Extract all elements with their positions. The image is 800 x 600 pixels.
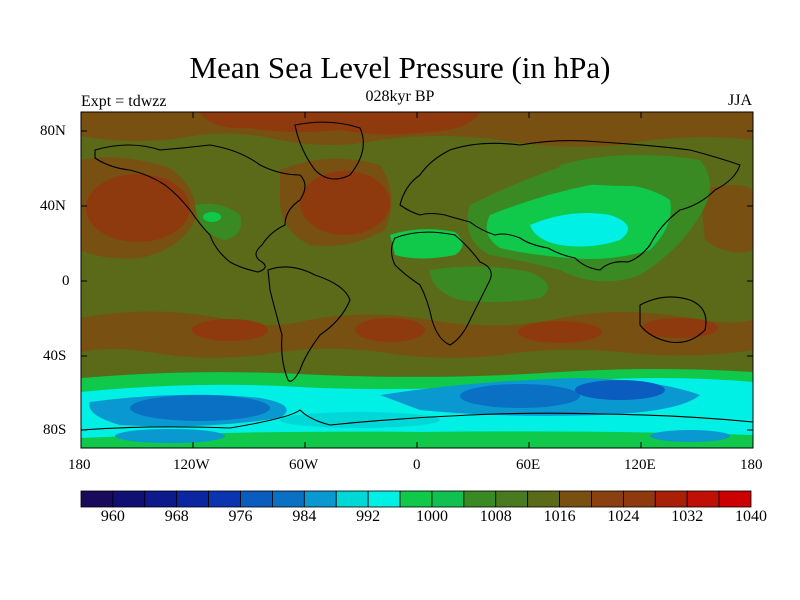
siberia-green (560, 155, 683, 186)
lon-tick-label: 180 (740, 457, 763, 473)
colorbar-label: 960 (100, 508, 125, 525)
colorbar-swatch (112, 490, 146, 508)
axis-ticks (81, 112, 753, 448)
colorbar-swatch (686, 490, 720, 508)
colorbar-label: 984 (292, 508, 317, 525)
antarctica-green (81, 431, 753, 448)
colorbar-swatch (144, 490, 178, 508)
lat-tick-label: 80S (43, 422, 67, 438)
colorbar-swatch (527, 490, 560, 508)
s-pacific-high-core (192, 319, 268, 341)
lon-tick-label: 180 (68, 457, 91, 473)
east-pacific-high (700, 185, 753, 253)
colorbar-label: 968 (164, 508, 189, 525)
antarctica-blue-patch (115, 429, 225, 443)
colorbar-label: 1024 (607, 508, 640, 525)
lon-tick-label: 60W (289, 457, 319, 473)
colorbar-swatch (431, 490, 465, 508)
colorbar-label: 1008 (479, 508, 512, 525)
lon-tick-label: 0 (413, 457, 421, 473)
colorbar-label: 1000 (415, 508, 448, 525)
n-pacific-high-core (86, 174, 190, 242)
colorbar-swatch (495, 490, 529, 508)
colorbar-swatch (303, 490, 337, 508)
colorbar-swatch (399, 490, 433, 508)
n-atlantic-high-core (300, 171, 390, 235)
colorbar-label: 1016 (543, 508, 576, 525)
colorbar (80, 490, 752, 508)
antarctica-blue-patch2 (650, 430, 730, 442)
colorbar-swatch (654, 490, 688, 508)
coast-greenland (294, 121, 364, 180)
colorbar-label: 1032 (671, 508, 704, 525)
coast-australia (639, 296, 707, 344)
colorbar-swatch (463, 490, 497, 508)
colorbar-swatch (208, 490, 241, 508)
pressure-field (81, 112, 753, 448)
sw-north-america-low (195, 203, 241, 240)
lat-tick-label: 40S (43, 348, 67, 364)
colorbar-swatch (718, 490, 752, 508)
coastlines (81, 121, 753, 431)
colorbar-swatch (176, 490, 210, 508)
asian-low-core (530, 212, 628, 247)
australia-high-core (642, 318, 718, 338)
north-africa-low (390, 229, 463, 259)
equatorial-green (430, 266, 548, 303)
sw-na-low-core (203, 212, 221, 222)
lon-tick-label: 120W (173, 457, 210, 473)
colorbar-label: 992 (356, 508, 381, 525)
colorbar-label: 1040 (735, 508, 767, 525)
period-label: 028kyr BP (365, 88, 435, 105)
coast-north-america (94, 144, 306, 273)
experiment-label: Expt = tdwzz (81, 93, 167, 110)
lon-tick-label: 120E (624, 457, 656, 473)
s-atlantic-high-core (355, 318, 425, 342)
coast-africa (390, 231, 492, 346)
coast-eurasia (399, 140, 741, 271)
coast-antarctica (81, 409, 753, 431)
colorbar-swatch (622, 490, 656, 508)
coast-south-america (267, 266, 351, 382)
colorbar-swatch (335, 490, 369, 508)
lat-tick-label: 40N (40, 198, 66, 214)
colorbar-swatch (367, 490, 401, 508)
s-indian-high-core (518, 321, 602, 343)
colorbar-swatch (80, 490, 114, 508)
colorbar-swatch (591, 490, 624, 508)
colorbar-swatch (559, 490, 592, 508)
season-label: JJA (727, 92, 752, 109)
s-pacific-low-core (130, 395, 270, 421)
s-indian-low-core (460, 384, 580, 408)
lat-tick-label: 0 (62, 273, 70, 289)
lat-tick-label: 80N (40, 123, 66, 139)
s-indian-low-core2 (575, 380, 665, 400)
colorbar-label: 976 (228, 508, 253, 525)
lon-tick-label: 60E (516, 457, 541, 473)
map-title: Mean Sea Level Pressure (in hPa) (189, 50, 611, 85)
colorbar-swatch (240, 490, 273, 508)
antarctic-cyan (280, 412, 440, 428)
colorbar-swatch (272, 490, 305, 508)
